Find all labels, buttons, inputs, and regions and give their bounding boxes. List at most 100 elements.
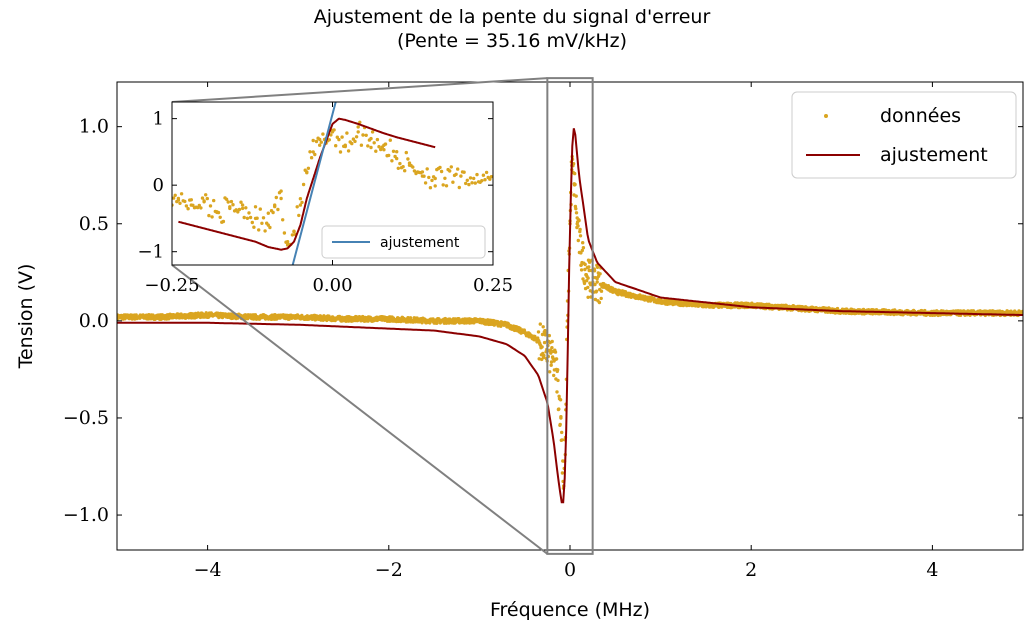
- inset-data-point: [297, 213, 301, 218]
- main-data-point: [613, 290, 617, 294]
- inset-data-point: [484, 170, 489, 175]
- inset-data-point: [298, 197, 303, 201]
- main-data-point: [597, 300, 602, 305]
- inset-data-point: [236, 210, 240, 214]
- main-y-tick-label: 1.0: [79, 116, 109, 138]
- inset-data-point: [422, 174, 426, 178]
- inset-data-point: [480, 179, 484, 183]
- inset-data-point: [353, 139, 357, 144]
- main-data-point: [550, 346, 554, 350]
- inset-data-point: [427, 175, 431, 180]
- inset-data-point: [314, 139, 319, 144]
- inset-data-point: [433, 184, 437, 188]
- main-data-point: [557, 407, 561, 411]
- inset-data-point: [379, 147, 383, 152]
- inset-data-point: [468, 176, 473, 180]
- main-data-point: [586, 295, 590, 299]
- main-data-point: [592, 269, 597, 273]
- inset-data-point: [285, 243, 290, 247]
- main-data-point: [559, 416, 563, 420]
- inset-data-point: [420, 170, 425, 174]
- main-y-tick-label: −0.5: [63, 407, 109, 429]
- inset-data-point: [210, 215, 214, 219]
- inset-data-point: [343, 143, 347, 147]
- main-data-point: [560, 438, 564, 442]
- main-data-point: [599, 289, 604, 293]
- inset-data-point: [253, 205, 258, 209]
- main-data-point: [366, 319, 370, 323]
- inset-data-point: [391, 149, 396, 153]
- inset-data-point: [395, 156, 399, 161]
- main-data-point: [583, 267, 587, 272]
- inset-data-point: [258, 207, 262, 211]
- main-y-tick-label: 0.5: [79, 213, 109, 235]
- main-data-point: [296, 315, 300, 319]
- inset-data-point: [345, 131, 349, 135]
- inset-data-point: [178, 201, 182, 205]
- inset-data-point: [369, 136, 373, 141]
- main-data-point: [387, 317, 391, 321]
- inset-data-point: [340, 135, 344, 139]
- inset-data-point: [488, 177, 492, 181]
- main-data-point: [587, 265, 591, 269]
- inset-y-tick-label: −1: [137, 242, 164, 263]
- inset-data-point: [470, 181, 474, 185]
- inset-data-point: [318, 143, 322, 147]
- inset-data-point: [231, 203, 235, 207]
- main-data-point: [549, 360, 554, 364]
- main-data-point: [549, 363, 553, 367]
- inset-data-point: [364, 133, 368, 137]
- inset-data-point: [411, 165, 415, 169]
- main-data-point: [586, 276, 590, 280]
- main-data-point: [341, 317, 346, 321]
- zoom-connector-bottom: [171, 264, 548, 555]
- inset-data-point: [189, 198, 193, 202]
- main-data-point: [594, 289, 599, 293]
- inset-data-point: [208, 204, 213, 208]
- inset-data-point: [197, 203, 201, 208]
- inset-data-point: [250, 220, 254, 225]
- inset-data-point: [441, 183, 445, 187]
- inset-data-point: [489, 175, 493, 179]
- inset-data-point: [263, 229, 267, 233]
- inset-data-point: [242, 215, 246, 220]
- main-data-point: [205, 313, 210, 317]
- main-data-point: [583, 262, 587, 267]
- inset-data-point: [202, 200, 206, 204]
- main-data-point: [550, 339, 554, 344]
- inset-data-point: [404, 150, 408, 155]
- inset-data-point: [451, 180, 455, 184]
- main-data-point: [408, 316, 413, 320]
- inset-data-point: [240, 206, 245, 211]
- main-data-point: [554, 357, 559, 361]
- main-data-point: [538, 322, 542, 326]
- inset-data-point: [366, 144, 370, 148]
- inset-data-point: [172, 196, 176, 200]
- main-data-point: [558, 398, 563, 402]
- main-data-point: [555, 390, 559, 394]
- inset-data-point: [279, 196, 283, 201]
- main-data-point: [560, 430, 564, 435]
- main-data-point: [574, 194, 578, 198]
- inset-data-point: [358, 120, 362, 125]
- inset-data-point: [247, 211, 251, 215]
- zoom-region-box: [546, 77, 594, 555]
- main-series-line-1: [117, 128, 1023, 504]
- inset-data-point: [423, 181, 428, 185]
- inset-data-point: [179, 192, 184, 196]
- inset-data-point: [266, 211, 270, 215]
- inset-data-point: [298, 203, 303, 207]
- inset-data-point: [313, 152, 317, 157]
- inset-data-point: [438, 165, 442, 170]
- inset-data-point: [221, 219, 226, 224]
- main-data-point: [576, 238, 580, 243]
- main-data-point: [191, 312, 195, 316]
- inset-data-point: [398, 161, 402, 166]
- main-data-point: [658, 299, 663, 304]
- inset-data-point: [443, 176, 447, 180]
- inset-data-point: [369, 145, 373, 150]
- inset-data-point: [266, 223, 270, 227]
- x-axis-label: Fréquence (MHz): [490, 599, 650, 621]
- inset-data-point: [290, 233, 295, 237]
- main-data-point: [579, 268, 584, 272]
